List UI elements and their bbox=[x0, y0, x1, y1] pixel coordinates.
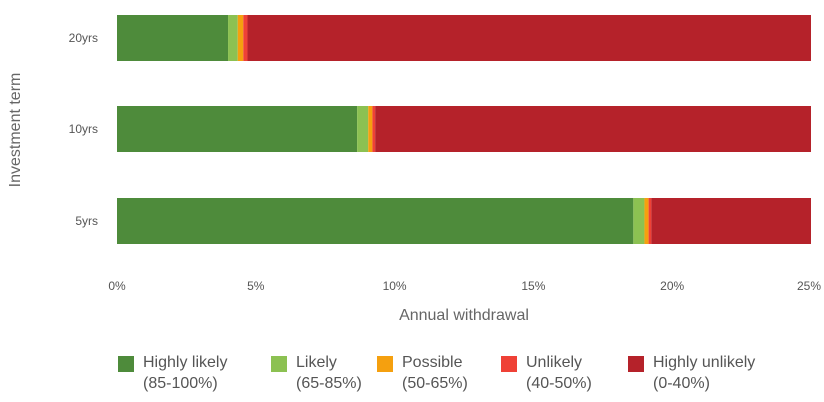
y-tick-label: 10yrs bbox=[69, 122, 98, 136]
legend-swatch bbox=[628, 356, 644, 372]
bar-segment-10yrs-possible bbox=[368, 106, 373, 152]
y-tick-label: 5yrs bbox=[75, 214, 98, 228]
bar-segment-20yrs-highly-likely bbox=[117, 15, 229, 61]
legend-label: Unlikely (40-50%) bbox=[526, 352, 592, 394]
legend-swatch bbox=[501, 356, 517, 372]
stacked-bar-chart: 20yrs 10yrs 5yrs 0% 5% 10% 15% 20% 25% Annual w… bbox=[7, 15, 821, 324]
legend-series-range: (65-85%) bbox=[296, 375, 362, 392]
bars-group bbox=[117, 15, 812, 244]
legend-label: Possible (50-65%) bbox=[402, 352, 468, 394]
bar-segment-20yrs-possible bbox=[237, 15, 244, 61]
legend-series-name: Highly unlikely bbox=[653, 354, 756, 371]
bar-segment-10yrs-unlikely bbox=[372, 106, 376, 152]
legend-series-name: Unlikely bbox=[526, 354, 583, 371]
bar-segment-5yrs-likely bbox=[633, 198, 645, 244]
legend-series-range: (40-50%) bbox=[526, 375, 592, 392]
legend-item-unlikely: Unlikely (40-50%) bbox=[501, 352, 628, 394]
legend-series-range: (85-100%) bbox=[143, 375, 218, 392]
bar-segment-5yrs-highly-likely bbox=[117, 198, 634, 244]
legend-label: Highly unlikely (0-40%) bbox=[653, 352, 755, 394]
y-axis-title: Investment term bbox=[7, 73, 24, 188]
x-axis-title: Annual withdrawal bbox=[399, 307, 529, 324]
y-tick-label: 20yrs bbox=[69, 31, 98, 45]
legend-series-range: (50-65%) bbox=[402, 375, 468, 392]
legend-item-likely: Likely (65-85%) bbox=[271, 352, 377, 394]
bar-segment-10yrs-highly-unlikely bbox=[375, 106, 811, 152]
x-tick-label: 0% bbox=[108, 279, 126, 293]
x-tick-label: 25% bbox=[797, 279, 821, 293]
y-tick-labels: 20yrs 10yrs 5yrs bbox=[69, 31, 98, 228]
bar-segment-20yrs-unlikely bbox=[243, 15, 248, 61]
bar-segment-10yrs-highly-likely bbox=[117, 106, 358, 152]
legend-label: Likely (65-85%) bbox=[296, 352, 362, 394]
legend-item-highly-likely: Highly likely (85-100%) bbox=[118, 352, 271, 394]
bar-segment-5yrs-possible bbox=[644, 198, 649, 244]
x-tick-label: 5% bbox=[247, 279, 265, 293]
bar-segment-10yrs-likely bbox=[357, 106, 369, 152]
bar-segment-20yrs-highly-unlikely bbox=[247, 15, 812, 61]
legend-series-range: (0-40%) bbox=[653, 375, 710, 392]
legend-item-possible: Possible (50-65%) bbox=[377, 352, 501, 394]
x-tick-label: 20% bbox=[660, 279, 684, 293]
legend: Highly likely (85-100%) Likely (65-85%) Poss… bbox=[118, 352, 788, 394]
bar-segment-5yrs-unlikely bbox=[648, 198, 652, 244]
bar-segment-5yrs-highly-unlikely bbox=[651, 198, 811, 244]
x-tick-label: 10% bbox=[383, 279, 407, 293]
bar-segment-20yrs-likely bbox=[228, 15, 238, 61]
legend-swatch bbox=[377, 356, 393, 372]
legend-swatch bbox=[118, 356, 134, 372]
x-tick-labels: 0% 5% 10% 15% 20% 25% bbox=[108, 279, 821, 293]
legend-series-name: Possible bbox=[402, 354, 463, 371]
legend-item-highly-unlikely: Highly unlikely (0-40%) bbox=[628, 352, 788, 394]
legend-series-name: Likely bbox=[296, 354, 337, 371]
legend-label: Highly likely (85-100%) bbox=[143, 352, 227, 394]
x-tick-label: 15% bbox=[521, 279, 545, 293]
legend-swatch bbox=[271, 356, 287, 372]
legend-series-name: Highly likely bbox=[143, 354, 228, 371]
